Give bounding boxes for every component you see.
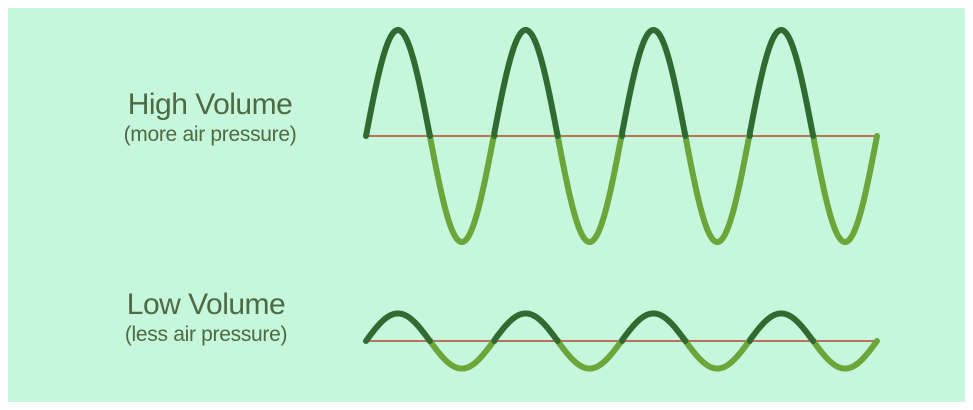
high-volume-crest-curve	[363, 27, 817, 139]
high-volume-trough-curve	[427, 133, 880, 245]
diagram-panel	[8, 8, 965, 402]
high-volume-title: High Volume	[127, 88, 293, 121]
high-volume-subtitle: (more air pressure)	[123, 123, 297, 146]
low-volume-label: Low Volume (less air pressure)	[56, 288, 356, 348]
low-volume-title: Low Volume	[126, 288, 286, 321]
low-volume-trough-curve	[427, 338, 880, 372]
low-volume-crest-curve	[363, 310, 817, 344]
low-volume-subtitle: (less air pressure)	[124, 323, 288, 346]
high-volume-label: High Volume (more air pressure)	[60, 88, 360, 148]
